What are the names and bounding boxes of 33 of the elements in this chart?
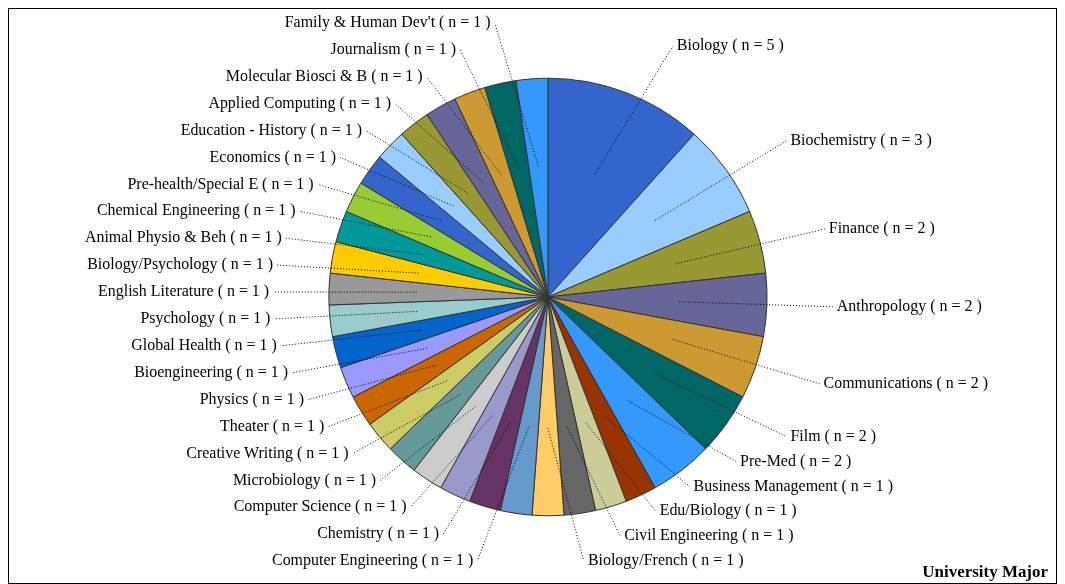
slice-label: Bioengineering ( n = 1 ) xyxy=(134,362,289,381)
slice-label: Global Health ( n = 1 ) xyxy=(131,336,277,355)
slice-label: Computer Engineering ( n = 1 ) xyxy=(271,551,474,570)
slice-label: Pre-Med ( n = 2 ) xyxy=(740,451,852,470)
slice-label: Computer Science ( n = 1 ) xyxy=(233,497,407,516)
slice-label: Physics ( n = 1 ) xyxy=(199,389,304,408)
slice-label: Psychology ( n = 1 ) xyxy=(140,309,271,328)
slice-label: Education - History ( n = 1 ) xyxy=(180,120,362,139)
slice-label: Film ( n = 2 ) xyxy=(790,426,877,445)
text: University Major xyxy=(922,561,1049,581)
slice-label: Business Management ( n = 1 ) xyxy=(693,476,894,495)
slice-label: Finance ( n = 2 ) xyxy=(828,219,935,238)
slice-label: Communications ( n = 2 ) xyxy=(823,373,989,392)
slice-label: Civil Engineering ( n = 1 ) xyxy=(624,526,794,545)
slice-label: Theater ( n = 1 ) xyxy=(220,416,325,435)
slice-label: Biology ( n = 5 ) xyxy=(676,36,784,55)
slice-label: Molecular Biosci & B ( n = 1 ) xyxy=(225,66,423,85)
slice-label: Chemical Engineering ( n = 1 ) xyxy=(96,201,296,220)
slice-label: Applied Computing ( n = 1 ) xyxy=(208,93,392,112)
slice-label: Biology/French ( n = 1 ) xyxy=(587,551,744,570)
slice-label: Microbiology ( n = 1 ) xyxy=(232,470,377,489)
slice-label: Pre-health/Special E ( n = 1 ) xyxy=(127,174,314,193)
slice-label: Family & Human Dev't ( n = 1 ) xyxy=(284,13,491,32)
slice-label: Creative Writing ( n = 1 ) xyxy=(186,443,349,462)
slice-label: Biochemistry ( n = 3 ) xyxy=(790,130,932,149)
slice-label: Economics ( n = 1 ) xyxy=(209,147,336,166)
slice-label: Animal Physio & Beh ( n = 1 ) xyxy=(84,228,282,247)
slice-label: Biology/Psychology ( n = 1 ) xyxy=(87,255,273,274)
slice-label: English Literature ( n = 1 ) xyxy=(98,282,270,301)
slice-label: Edu/Biology ( n = 1 ) xyxy=(659,501,797,520)
slice-label: Anthropology ( n = 2 ) xyxy=(836,297,982,315)
slice-label: Chemistry ( n = 1 ) xyxy=(317,524,440,543)
slice-label: Journalism ( n = 1 ) xyxy=(330,40,457,59)
